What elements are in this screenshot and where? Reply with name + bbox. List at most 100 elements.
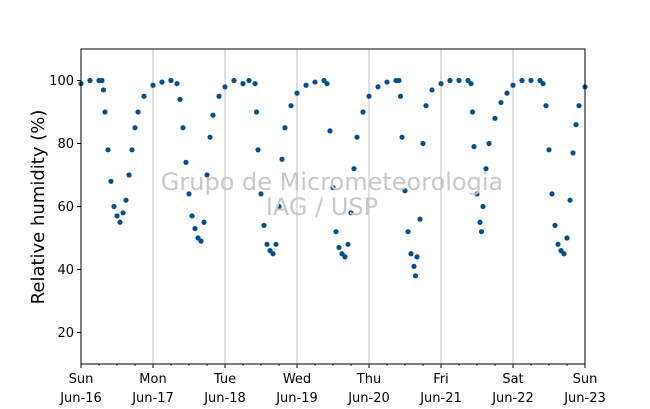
x-tick-date-label: Jun-20 xyxy=(347,391,390,406)
x-tick-day-label: Fri xyxy=(433,372,449,387)
data-point xyxy=(414,254,420,260)
data-point xyxy=(567,197,573,203)
data-point xyxy=(159,79,165,85)
data-point xyxy=(216,93,222,99)
data-point xyxy=(282,125,288,131)
data-point xyxy=(141,93,147,99)
data-point xyxy=(273,241,279,247)
data-point xyxy=(486,140,492,147)
data-point xyxy=(270,251,276,257)
data-point xyxy=(183,159,189,165)
data-point xyxy=(189,213,195,219)
y-axis: 20 40 60 80 100 xyxy=(49,74,81,341)
data-point xyxy=(210,112,216,118)
y-axis-label: Relative humidity (%) xyxy=(28,110,49,305)
data-point xyxy=(351,166,357,172)
data-point xyxy=(480,203,486,210)
x-tick-day-label: Sun xyxy=(69,372,94,387)
data-point xyxy=(168,77,174,84)
data-point xyxy=(108,178,114,184)
data-point xyxy=(546,147,552,153)
data-point xyxy=(540,81,546,87)
data-point xyxy=(474,191,480,197)
x-tick-day-label: Wed xyxy=(283,372,311,387)
data-point xyxy=(348,210,354,216)
data-point xyxy=(336,244,342,251)
data-point xyxy=(102,109,108,115)
data-point xyxy=(117,219,123,225)
data-point xyxy=(543,103,549,109)
data-point xyxy=(552,222,558,228)
watermark: Grupo de Micrometeorologia IAG / USP xyxy=(161,168,503,221)
x-tick-date-label: Jun-16 xyxy=(59,391,102,406)
data-point xyxy=(114,213,120,219)
data-point xyxy=(402,188,408,194)
data-point xyxy=(342,254,348,260)
data-point xyxy=(576,103,582,109)
data-point xyxy=(240,81,246,87)
data-point xyxy=(261,222,267,228)
data-point xyxy=(324,81,330,87)
x-tick-date-label: Jun-17 xyxy=(131,391,174,406)
data-point xyxy=(519,77,525,84)
y-tick-label: 100 xyxy=(49,74,74,89)
data-point xyxy=(180,125,186,131)
data-point xyxy=(135,109,141,115)
data-point xyxy=(192,225,198,232)
data-point xyxy=(120,210,126,216)
data-point xyxy=(99,77,105,84)
data-point xyxy=(132,125,138,131)
data-point xyxy=(303,82,309,88)
x-tick-date-label: Jun-23 xyxy=(563,391,606,406)
data-points xyxy=(78,77,588,279)
data-point xyxy=(279,156,285,162)
data-point xyxy=(405,229,411,235)
data-point xyxy=(276,203,282,210)
data-point xyxy=(555,241,561,247)
data-point xyxy=(231,77,237,84)
data-point xyxy=(87,77,93,84)
data-point xyxy=(288,103,294,109)
data-point xyxy=(564,235,570,241)
data-point xyxy=(312,79,318,85)
data-point xyxy=(510,82,516,88)
data-point xyxy=(253,109,260,115)
data-point xyxy=(478,229,485,235)
x-tick-day-label: Thu xyxy=(356,372,381,387)
data-point xyxy=(294,90,300,96)
data-point xyxy=(100,87,107,93)
data-point xyxy=(468,81,474,87)
data-point xyxy=(492,115,498,121)
data-point xyxy=(186,191,192,197)
data-point xyxy=(420,140,426,147)
x-tick-date-label: Jun-19 xyxy=(275,391,318,406)
x-tick-day-label: Sun xyxy=(573,372,598,387)
data-point xyxy=(471,144,477,150)
data-point xyxy=(375,84,381,90)
data-point xyxy=(483,166,489,172)
data-point xyxy=(360,109,366,115)
data-point xyxy=(177,96,183,102)
data-point xyxy=(123,197,129,203)
data-point xyxy=(438,81,444,87)
data-point xyxy=(264,241,270,247)
x-tick-day-label: Mon xyxy=(139,372,166,387)
data-point xyxy=(207,134,213,140)
data-point xyxy=(429,87,435,93)
y-tick-label: 20 xyxy=(57,326,74,341)
data-point xyxy=(561,251,567,257)
x-tick-day-label: Tue xyxy=(213,372,236,387)
data-point xyxy=(573,122,579,128)
data-point xyxy=(397,93,404,99)
data-point xyxy=(222,84,228,90)
data-point xyxy=(498,99,504,106)
data-point xyxy=(174,81,180,87)
data-point xyxy=(354,134,360,140)
data-point xyxy=(105,147,111,153)
watermark-line-1: Grupo de Micrometeorologia xyxy=(161,168,503,196)
data-point xyxy=(399,134,405,140)
data-point xyxy=(252,81,258,87)
data-point xyxy=(549,191,555,197)
